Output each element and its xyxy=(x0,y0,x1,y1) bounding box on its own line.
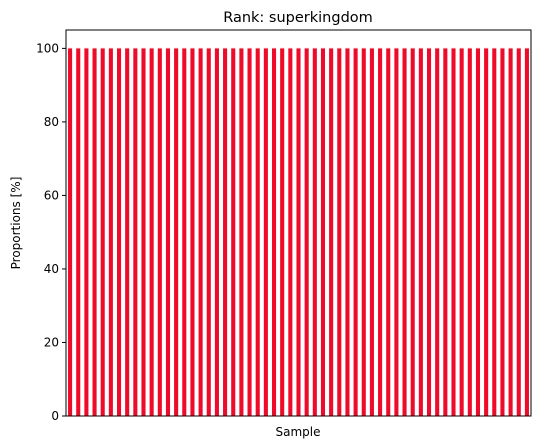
bar xyxy=(157,48,162,416)
bar xyxy=(410,48,415,416)
bar xyxy=(231,48,236,416)
bar xyxy=(451,48,456,416)
y-tick-label: 100 xyxy=(36,41,59,55)
bar xyxy=(271,48,277,416)
bar xyxy=(320,48,326,416)
bar xyxy=(116,48,122,416)
bar xyxy=(378,48,383,416)
bar xyxy=(149,48,154,416)
bar xyxy=(182,48,187,416)
bar xyxy=(223,48,228,416)
bar xyxy=(467,48,472,416)
bar xyxy=(369,48,374,416)
x-axis-label: Sample xyxy=(276,425,321,439)
bar xyxy=(394,48,399,416)
bar xyxy=(133,48,138,416)
y-tick-label: 40 xyxy=(44,262,59,276)
bar xyxy=(108,48,113,416)
bar xyxy=(280,48,285,416)
bar xyxy=(288,48,293,416)
bar xyxy=(239,48,244,416)
bar xyxy=(484,48,489,416)
bar xyxy=(345,48,350,416)
bar xyxy=(263,48,268,416)
y-tick-label: 60 xyxy=(44,188,59,202)
bar xyxy=(296,48,301,416)
bar xyxy=(492,48,497,416)
y-tick-label: 80 xyxy=(44,115,59,129)
bar xyxy=(247,48,252,416)
bar xyxy=(92,48,97,416)
bar xyxy=(100,48,105,416)
bar xyxy=(386,48,391,416)
bar xyxy=(459,48,464,416)
bar xyxy=(426,48,432,416)
bar xyxy=(125,48,130,416)
bar xyxy=(418,48,423,416)
bar xyxy=(190,48,195,416)
bar xyxy=(524,48,529,416)
bar xyxy=(475,48,481,416)
bar xyxy=(435,48,440,416)
bar xyxy=(329,48,334,416)
bar xyxy=(214,48,219,416)
bar xyxy=(337,48,342,416)
bar xyxy=(500,48,505,416)
bar xyxy=(255,48,260,416)
bar xyxy=(165,48,171,416)
bar xyxy=(304,48,309,416)
bar xyxy=(516,48,521,416)
bar xyxy=(353,48,358,416)
bar xyxy=(508,48,513,416)
bar xyxy=(76,48,81,416)
bar xyxy=(361,48,366,416)
bar xyxy=(198,48,203,416)
y-tick-label: 0 xyxy=(51,409,59,423)
chart-title: Rank: superkingdom xyxy=(223,10,373,26)
bar xyxy=(68,48,73,416)
bars-group xyxy=(68,48,529,416)
bar xyxy=(174,48,179,416)
bar xyxy=(206,48,211,416)
plot-frame xyxy=(65,29,532,417)
bar xyxy=(84,48,89,416)
bar xyxy=(443,48,448,416)
y-axis-ticks: 0 20 40 60 80 100 xyxy=(36,41,66,423)
bar xyxy=(141,48,146,416)
y-tick-label: 20 xyxy=(44,335,59,349)
y-axis-label: Proportions [%] xyxy=(9,177,23,270)
bar xyxy=(312,48,317,416)
bar xyxy=(402,48,407,416)
